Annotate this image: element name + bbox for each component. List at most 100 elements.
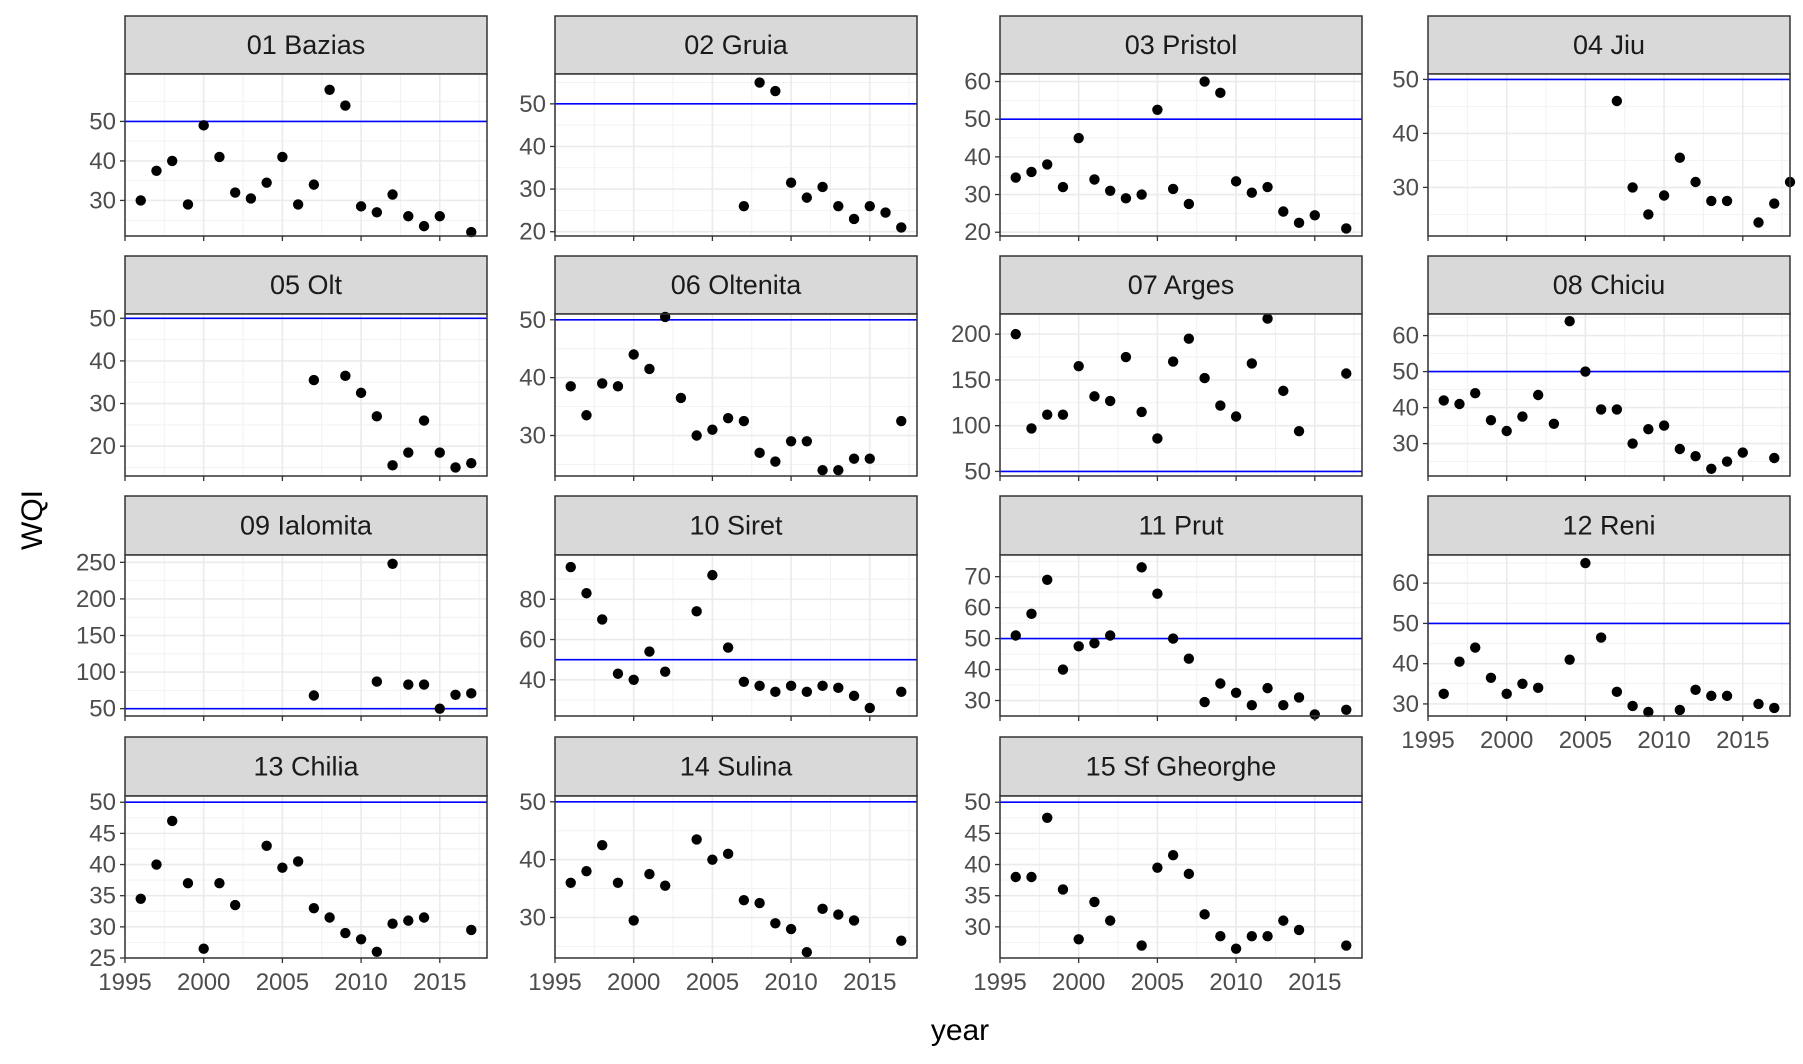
data-point <box>1073 360 1084 372</box>
y-tick-label: 40 <box>89 852 116 879</box>
data-point <box>848 453 860 464</box>
data-point <box>659 666 671 677</box>
data-point <box>229 187 241 198</box>
y-tick-label: 30 <box>964 182 991 209</box>
data-point <box>466 924 477 936</box>
y-tick-label: 50 <box>89 305 116 332</box>
panel-01-bazias: 01 Bazias 30 40 50 <box>89 15 488 241</box>
data-point <box>1501 688 1512 700</box>
data-point <box>1643 706 1654 718</box>
y-tick-label: 30 <box>89 914 116 941</box>
data-point <box>1341 704 1352 716</box>
y-tick-label: 60 <box>519 627 546 654</box>
y-tick-label: 30 <box>964 688 991 715</box>
data-point <box>292 199 304 210</box>
data-point <box>1057 181 1069 193</box>
data-point <box>597 378 608 389</box>
data-point <box>864 200 875 212</box>
x-tick-label: 2000 <box>177 969 230 996</box>
data-point <box>1532 682 1544 694</box>
y-tick-label: 50 <box>89 789 116 816</box>
data-point <box>785 923 797 935</box>
panel-background <box>1000 555 1362 716</box>
x-axis-title: year <box>931 1014 989 1047</box>
data-point <box>1470 642 1481 653</box>
facet-strip <box>554 15 918 75</box>
y-tick-label: 200 <box>951 321 991 348</box>
y-tick-label: 50 <box>519 307 546 334</box>
data-point <box>770 456 781 467</box>
data-point <box>722 412 734 424</box>
y-tick-label: 100 <box>76 659 116 686</box>
data-point <box>1485 672 1497 683</box>
data-point <box>418 220 430 232</box>
data-point <box>896 686 907 698</box>
data-point <box>167 155 178 167</box>
data-point <box>1026 871 1037 883</box>
data-point <box>1564 654 1575 665</box>
data-point <box>1215 930 1226 942</box>
facet-strip <box>554 736 918 797</box>
data-point <box>612 668 624 679</box>
x-tick-label: 2015 <box>1288 969 1341 996</box>
data-point <box>581 410 592 421</box>
data-point <box>1341 223 1352 234</box>
data-point <box>1246 930 1258 942</box>
data-point <box>308 690 320 701</box>
panel-03-pristol: 03 Pristol 20 30 40 50 60 <box>964 15 1363 246</box>
data-point <box>355 201 367 212</box>
panel-background <box>1000 314 1362 476</box>
data-point <box>864 453 875 464</box>
data-point <box>1057 664 1069 675</box>
data-point <box>1183 333 1195 344</box>
panel-border <box>124 73 488 237</box>
y-tick-label: 50 <box>964 626 991 653</box>
data-point <box>754 77 765 88</box>
y-tick-label: 50 <box>89 696 116 723</box>
y-tick-label: 40 <box>964 657 991 684</box>
data-point <box>1230 687 1242 698</box>
data-point <box>1262 313 1273 324</box>
y-tick-label: 30 <box>519 176 546 203</box>
data-point <box>1262 682 1273 694</box>
data-point <box>1627 438 1638 449</box>
panel-10-siret: 10 Siret 40 60 80 <box>519 495 918 721</box>
data-point <box>261 177 272 188</box>
facet-title: 11 Prut <box>1138 511 1224 541</box>
panel-08-chiciu: 08 Chiciu 30 40 50 60 <box>1392 255 1791 481</box>
data-point <box>833 682 844 694</box>
data-point <box>214 151 225 163</box>
data-point <box>1042 409 1053 420</box>
facet-strip <box>124 15 488 75</box>
data-point <box>785 177 797 188</box>
x-tick-label: 1995 <box>98 969 151 996</box>
data-point <box>1183 653 1195 664</box>
data-point <box>1230 411 1242 422</box>
x-tick-label: 2005 <box>1131 969 1184 996</box>
data-point <box>1658 190 1670 201</box>
facet-title: 01 Bazias <box>247 30 366 60</box>
y-tick-label: 150 <box>76 623 116 650</box>
data-point <box>1183 198 1195 210</box>
data-point <box>691 606 702 617</box>
data-point <box>340 927 351 939</box>
data-point <box>833 465 844 476</box>
data-point <box>1089 174 1100 185</box>
data-point <box>1167 356 1179 367</box>
data-point <box>308 374 320 386</box>
facet-title: 08 Chiciu <box>1553 270 1666 300</box>
data-point <box>644 868 655 880</box>
data-point <box>355 934 367 945</box>
y-axis-title: WQI <box>16 490 49 550</box>
data-point <box>371 411 383 422</box>
data-point <box>565 877 576 888</box>
x-tick-label: 2010 <box>764 969 817 996</box>
x-tick-label: 1995 <box>528 969 581 996</box>
x-tick-label: 2000 <box>607 969 660 996</box>
facet-title: 10 Siret <box>689 511 783 541</box>
data-point <box>1485 415 1497 426</box>
x-tick-label: 2005 <box>256 969 309 996</box>
data-point <box>1010 871 1021 883</box>
y-tick-label: 30 <box>89 391 116 418</box>
